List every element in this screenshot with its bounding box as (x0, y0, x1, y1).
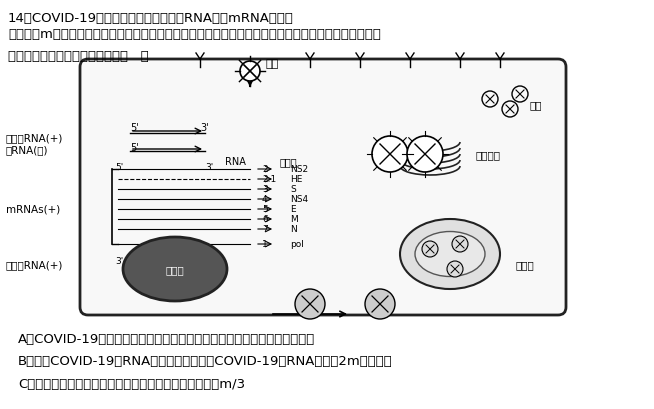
Ellipse shape (400, 220, 500, 289)
Text: 3': 3' (205, 163, 213, 172)
Text: 内质网: 内质网 (515, 259, 534, 270)
Text: 3': 3' (115, 257, 123, 266)
Text: 细胞核: 细胞核 (165, 264, 184, 274)
Circle shape (407, 137, 443, 173)
Text: 受体: 受体 (265, 59, 278, 69)
Text: 5': 5' (130, 143, 139, 153)
Text: 14．COVID-19病毒的基因组为单股正链RNA（与mRNA序列相: 14．COVID-19病毒的基因组为单股正链RNA（与mRNA序列相 (8, 12, 294, 25)
Text: M: M (290, 215, 298, 224)
Circle shape (365, 289, 395, 319)
FancyBboxPatch shape (80, 60, 566, 315)
Text: B．一个COVID-19的RNA分子复制出一个新COVID-19的RNA约需要2m个核苷酸: B．一个COVID-19的RNA分子复制出一个新COVID-19的RNA约需要2… (18, 354, 393, 367)
Text: A．COVID-19几乎只感染肺部细胞是因为侵入细胞必需要与特定的受体结合: A．COVID-19几乎只感染肺部细胞是因为侵入细胞必需要与特定的受体结合 (18, 332, 315, 345)
Text: RNA: RNA (225, 157, 246, 166)
Text: 基因组RNA(+): 基因组RNA(+) (6, 133, 63, 143)
Text: 2.1: 2.1 (262, 175, 276, 184)
Text: －RNA(－): －RNA(－) (6, 145, 48, 155)
Text: 关于该病毒的叙述，不正确的是（   ）: 关于该病毒的叙述，不正确的是（ ） (8, 50, 148, 63)
Circle shape (240, 62, 260, 82)
Text: NS4: NS4 (290, 195, 308, 204)
Text: 高尔基体: 高尔基体 (475, 150, 500, 160)
Circle shape (372, 137, 408, 173)
Text: S: S (290, 185, 296, 194)
Text: pol: pol (290, 240, 304, 249)
Text: HE: HE (290, 175, 302, 184)
Text: 1: 1 (262, 240, 267, 249)
Text: 5: 5 (262, 205, 267, 214)
Circle shape (422, 241, 438, 257)
Text: N: N (290, 225, 297, 234)
Text: 7: 7 (262, 225, 267, 234)
Text: 同），含m个碱基。该病毒在感染的细胞胞质中复制、装配，以出芽方式释放，其增殖过程如下图所示。: 同），含m个碱基。该病毒在感染的细胞胞质中复制、装配，以出芽方式释放，其增殖过程… (8, 28, 381, 41)
Ellipse shape (415, 232, 485, 277)
Text: mRNAs(+): mRNAs(+) (6, 204, 60, 214)
Circle shape (295, 289, 325, 319)
Circle shape (452, 236, 468, 252)
Text: 5': 5' (115, 163, 123, 172)
Text: 3': 3' (200, 123, 209, 133)
Text: NS2: NS2 (290, 165, 308, 174)
Text: 3: 3 (262, 185, 267, 194)
Text: 基因组RNA(+): 基因组RNA(+) (6, 259, 63, 270)
Text: 5': 5' (130, 123, 139, 133)
Text: 蛋白质: 蛋白质 (280, 157, 298, 166)
Circle shape (447, 261, 463, 277)
Text: 核酸: 核酸 (305, 289, 317, 299)
Text: E: E (290, 205, 296, 214)
Text: 6: 6 (262, 215, 267, 224)
Text: 4: 4 (262, 195, 267, 204)
Text: C．该病毒基因所控制合成最长多肽链的氨基酸数不超过m/3: C．该病毒基因所控制合成最长多肽链的氨基酸数不超过m/3 (18, 377, 245, 390)
Text: 囊泡: 囊泡 (530, 100, 543, 110)
Ellipse shape (123, 237, 227, 301)
Text: 2: 2 (262, 165, 267, 174)
